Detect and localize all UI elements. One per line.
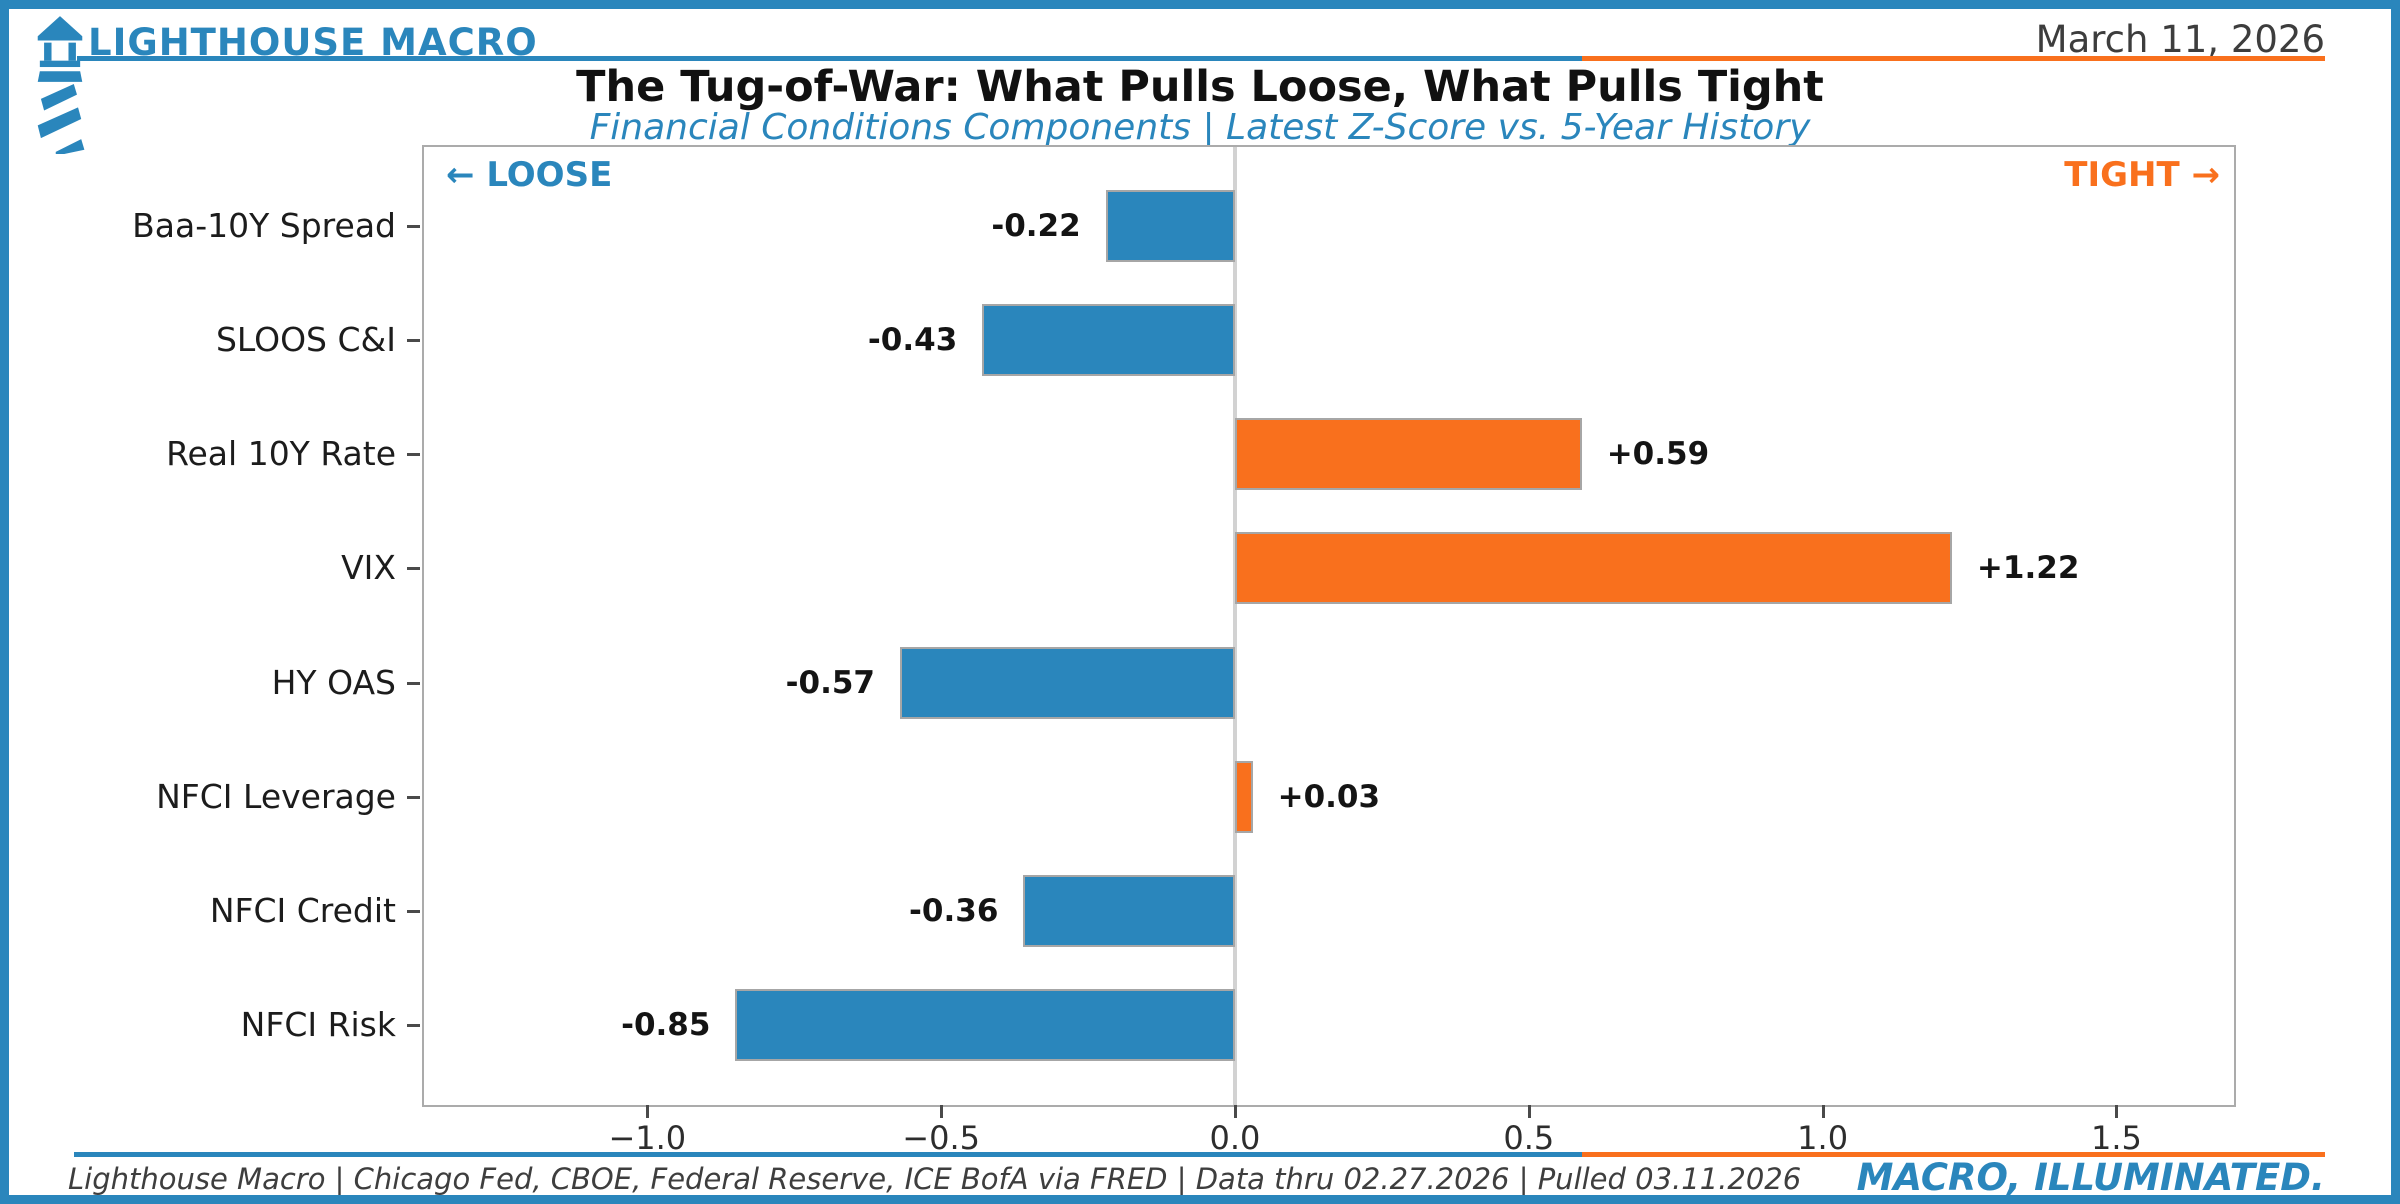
x-tick-label: 0.0 [1209,1119,1261,1157]
x-tick-mark [1527,1105,1531,1118]
category-label: VIX [341,548,396,588]
source-attribution: Lighthouse Macro | Chicago Fed, CBOE, Fe… [68,1162,1802,1196]
y-tick-mark [407,1024,420,1028]
x-tick-mark [646,1105,650,1118]
tight-direction-label: TIGHT → [2064,155,2220,195]
header-divider [77,56,2325,61]
bar-value-label: -0.36 [909,892,999,929]
footer-divider-blue [74,1152,1582,1157]
footer-divider [74,1152,2325,1157]
bar-value-label: -0.57 [785,664,875,701]
category-label: NFCI Credit [209,890,396,930]
x-tick-mark [2115,1105,2119,1118]
x-tick-label: 0.5 [1503,1119,1555,1157]
y-tick-mark [407,339,420,343]
brand-tagline: MACRO, ILLUMINATED. [1856,1156,2325,1199]
x-tick-label: 1.0 [1797,1119,1849,1157]
bar [1023,874,1235,947]
bar-value-label: -0.22 [991,208,1081,244]
bar [982,304,1235,377]
y-tick-mark [407,225,420,228]
bar-value-label: +0.59 [1606,436,1710,473]
bar-value-label: -0.43 [867,322,958,359]
y-tick-mark [407,453,420,457]
bar-value-label: +1.22 [1976,550,2080,587]
footer-divider-orange [1582,1152,2325,1157]
x-tick-label: 1.5 [2091,1119,2142,1157]
category-label: NFCI Risk [240,1005,396,1045]
bar [735,989,1235,1062]
x-tick-mark [940,1105,944,1118]
bar [1105,190,1235,262]
x-tick-label: −0.5 [902,1119,980,1157]
bar [1234,532,1952,605]
bar-value-label: +0.03 [1277,778,1381,815]
chart-subtitle: Financial Conditions Components | Latest… [589,107,1811,148]
chart-plot-area: ← LOOSE TIGHT → -0.22 Baa-10Y Spread -0.43… [132,145,2236,1157]
chart-title: The Tug-of-War: What Pulls Loose, What P… [576,62,1824,112]
x-tick-mark [1233,1105,1237,1118]
header-divider-orange [1582,56,2325,61]
loose-direction-label: ← LOOSE [446,155,613,195]
category-label: Baa-10Y Spread [132,206,396,245]
y-tick-mark [407,567,420,571]
y-tick-mark [407,909,420,913]
lighthouse-logo-icon [37,16,85,154]
header-divider-blue [77,56,1582,61]
y-tick-mark [407,795,420,799]
category-label: Real 10Y Rate [166,434,396,474]
category-label: HY OAS [271,662,396,702]
zero-reference-line [1232,147,1237,1105]
report-date: March 11, 2026 [2035,18,2325,61]
bar [1234,418,1582,491]
x-tick-label: −1.0 [608,1119,687,1157]
bar [900,646,1235,719]
x-tick-mark [1821,1105,1825,1118]
bar [1234,760,1253,833]
bar-value-label: -0.85 [621,1007,711,1044]
category-label: NFCI Leverage [156,776,396,816]
y-tick-mark [407,681,420,685]
category-label: SLOOS C&I [215,320,396,360]
